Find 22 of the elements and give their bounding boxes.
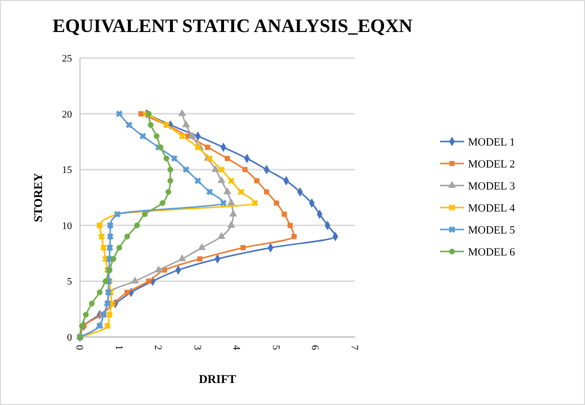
y-tick-label: 10 [62, 220, 72, 232]
x-tick-label: 4 [230, 345, 242, 350]
legend-label: MODEL 6 [468, 246, 516, 258]
legend-label: MODEL 3 [468, 180, 516, 192]
legend-label: MODEL 1 [468, 136, 515, 148]
y-tick-label: 15 [62, 165, 72, 176]
x-tick-label: 5 [270, 345, 281, 350]
x-tick-label: 2 [152, 345, 164, 350]
x-tick-label: 1 [112, 345, 124, 350]
x-tick-label: 0 [74, 345, 84, 350]
y-axis-title: STOREY [31, 172, 45, 222]
x-tick-label: 7 [348, 345, 360, 350]
y-tick-label: 25 [62, 54, 72, 64]
x-axis-title: DRIFT [198, 372, 236, 386]
y-tick-label: 5 [67, 276, 72, 288]
y-tick-label: 20 [62, 109, 72, 120]
legend-label: MODEL 5 [468, 224, 516, 236]
chart-title: EQUIVALENT STATIC ANALYSIS_EQXN [52, 16, 413, 37]
x-tick-label: 3 [191, 345, 202, 350]
x-tick-label: 6 [309, 345, 320, 350]
legend-label: MODEL 2 [468, 158, 515, 170]
legend-label: MODEL 4 [468, 202, 516, 214]
